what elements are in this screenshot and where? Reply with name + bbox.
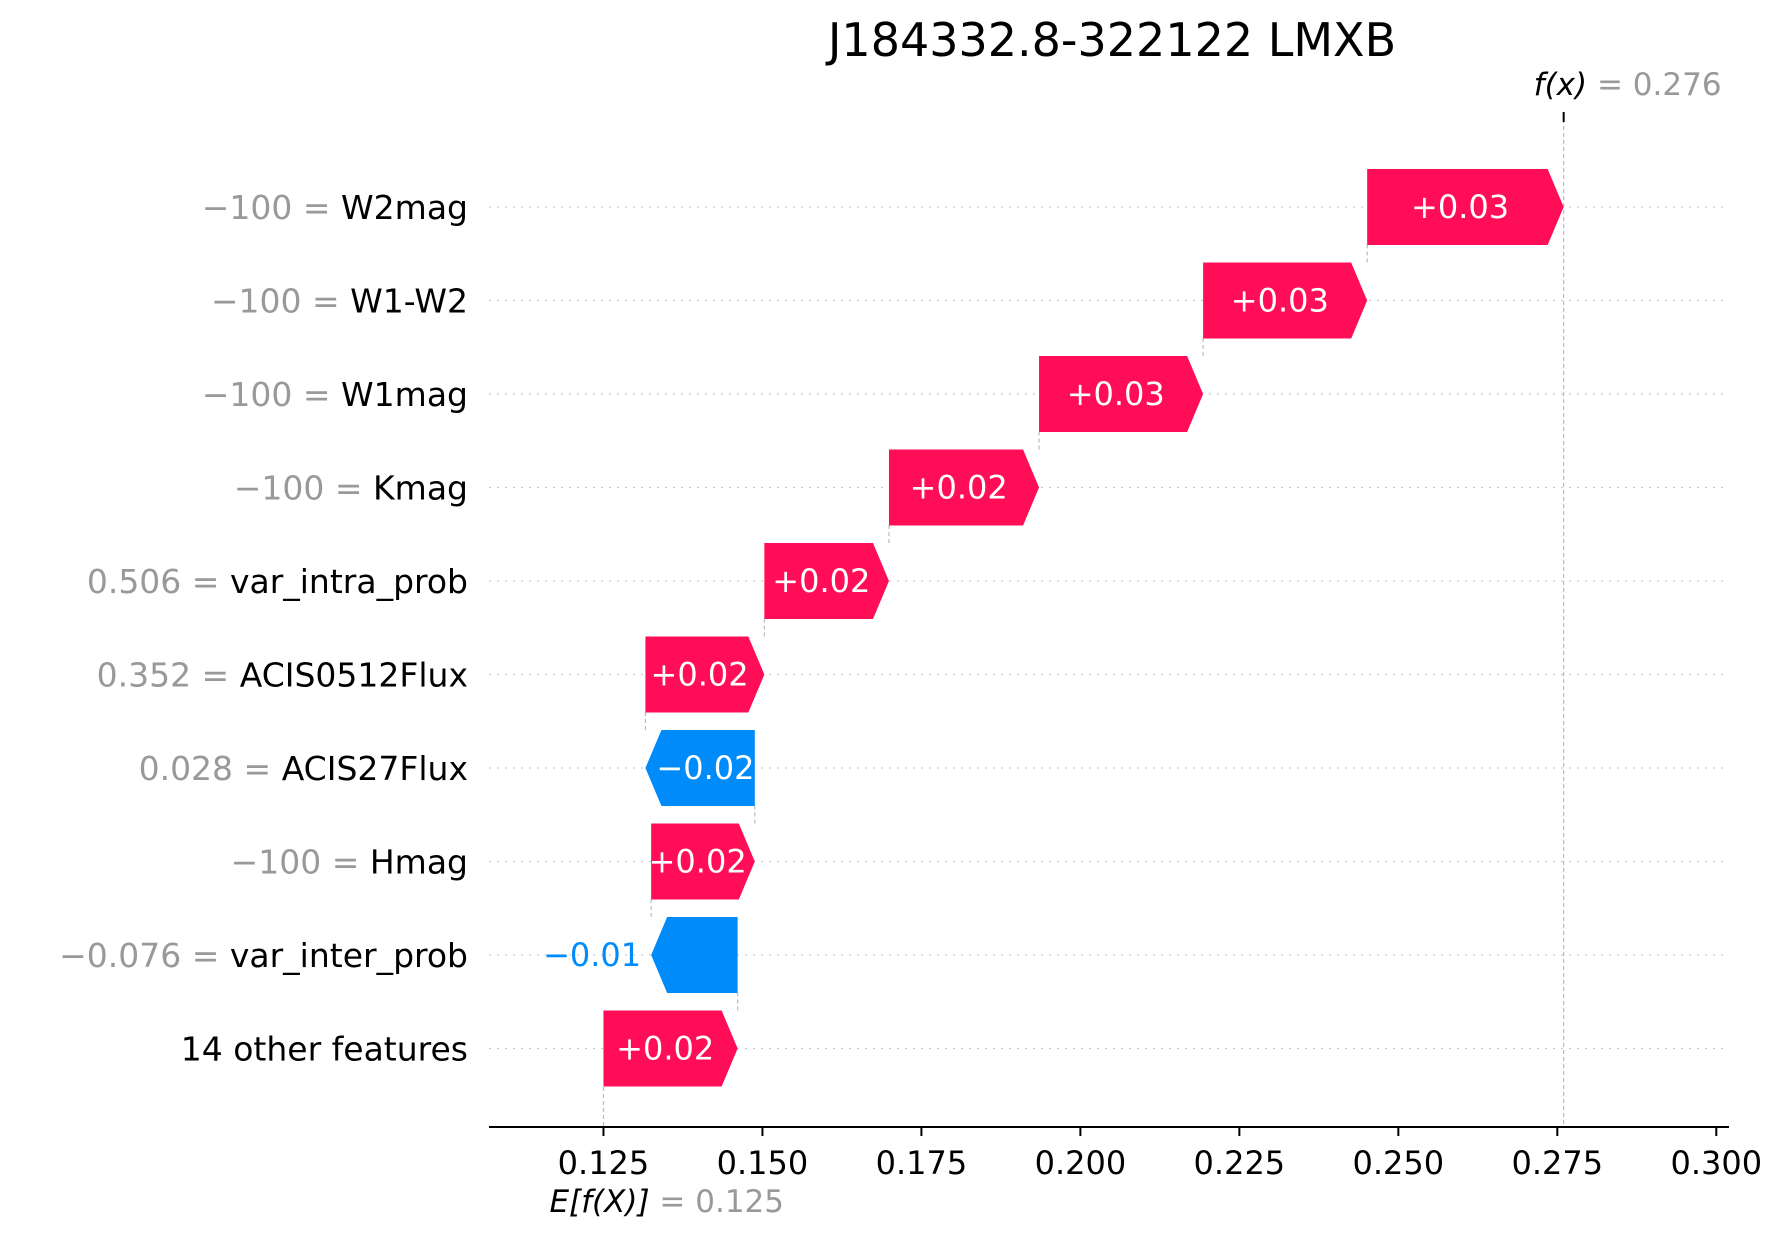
feature-name: 14 other features (181, 1030, 468, 1069)
bar-value-label: +0.03 (1067, 375, 1165, 413)
feature-value: −0.076 = (59, 936, 230, 975)
base-func: E[f(X)] (549, 1184, 659, 1220)
x-tick-label: 0.300 (1670, 1144, 1762, 1182)
positive-bar (645, 636, 765, 713)
output-value-label: f(x) = 0.276 (1534, 67, 1722, 103)
x-tick-label: 0.200 (1035, 1144, 1127, 1182)
bar-value-label: +0.02 (910, 469, 1008, 507)
positive-bar (1203, 262, 1368, 339)
feature-label: −100 = W2mag (202, 188, 468, 227)
feature-value: −100 = (234, 469, 373, 508)
feature-label: −100 = Hmag (231, 843, 468, 882)
output-eq: = 0.276 (1597, 67, 1722, 103)
feature-label: 0.028 = ACIS27Flux (139, 749, 468, 788)
feature-label: 14 other features (181, 1030, 468, 1069)
feature-value: −100 = (211, 282, 350, 321)
feature-name: W1-W2 (350, 282, 468, 321)
output-func: f(x) (1534, 67, 1597, 103)
positive-bar (1039, 356, 1204, 432)
feature-value: 0.506 = (87, 562, 230, 601)
bar-value-label: +0.02 (616, 1030, 714, 1068)
chart-title: J184332.8-322122 LMXB (825, 13, 1396, 67)
x-tick-label: 0.250 (1353, 1144, 1445, 1182)
positive-bar (651, 823, 755, 900)
feature-label: −100 = W1mag (202, 375, 468, 414)
positive-bar (1367, 169, 1564, 245)
base-eq: = 0.125 (659, 1184, 784, 1220)
feature-name: W2mag (341, 188, 468, 227)
positive-bar (888, 449, 1040, 526)
feature-labels: −100 = W2mag−100 = W1-W2−100 = W1mag−100… (59, 188, 468, 1069)
feature-name: ACIS27Flux (282, 749, 468, 788)
feature-label: 0.506 = var_intra_prob (87, 562, 468, 601)
feature-name: W1mag (341, 375, 468, 414)
feature-label: 0.352 = ACIS0512Flux (97, 656, 468, 695)
feature-value: −100 = (202, 375, 341, 414)
bar-value-label: +0.03 (1411, 188, 1509, 226)
contribution-bars: +0.03 +0.03 +0.03 +0.02 +0.02 +0.02 −0.02 +0.02… (543, 169, 1564, 1087)
x-tick-label: 0.225 (1194, 1144, 1286, 1182)
feature-name: Kmag (373, 469, 468, 508)
feature-name: var_inter_prob (230, 936, 468, 975)
positive-bar (603, 1010, 738, 1087)
negative-bar (651, 917, 738, 993)
base-value-label: E[f(X)] = 0.125 (549, 1184, 784, 1220)
bar-value-label: −0.01 (543, 936, 641, 974)
feature-name: var_intra_prob (230, 562, 468, 601)
bar-value-label: +0.02 (649, 843, 747, 881)
feature-value: 0.352 = (97, 656, 240, 695)
bar-value-label: +0.02 (651, 656, 749, 694)
connector-lines (602, 112, 1565, 1127)
feature-label: −100 = W1-W2 (211, 282, 468, 321)
feature-label: −100 = Kmag (234, 469, 468, 508)
positive-bar (764, 543, 889, 619)
x-axis: f(x) = 0.276 0.125 0.150 0.175 0.200 0.225 0.2… (489, 67, 1762, 1220)
bar-value-label: −0.02 (656, 749, 754, 787)
x-tick-label: 0.175 (876, 1144, 968, 1182)
bar-value-label: +0.03 (1231, 282, 1329, 320)
feature-value: −100 = (231, 843, 370, 882)
bar-value-label: +0.02 (772, 562, 870, 600)
feature-value: −100 = (202, 188, 341, 227)
feature-label: −0.076 = var_inter_prob (59, 936, 468, 975)
negative-bar (645, 730, 755, 806)
feature-name: Hmag (370, 843, 468, 882)
x-tick-label: 0.275 (1512, 1144, 1604, 1182)
x-tick-label: 0.125 (558, 1144, 650, 1182)
feature-name: ACIS0512Flux (240, 656, 468, 695)
feature-value: 0.028 = (139, 749, 282, 788)
x-tick-label: 0.150 (717, 1144, 809, 1182)
